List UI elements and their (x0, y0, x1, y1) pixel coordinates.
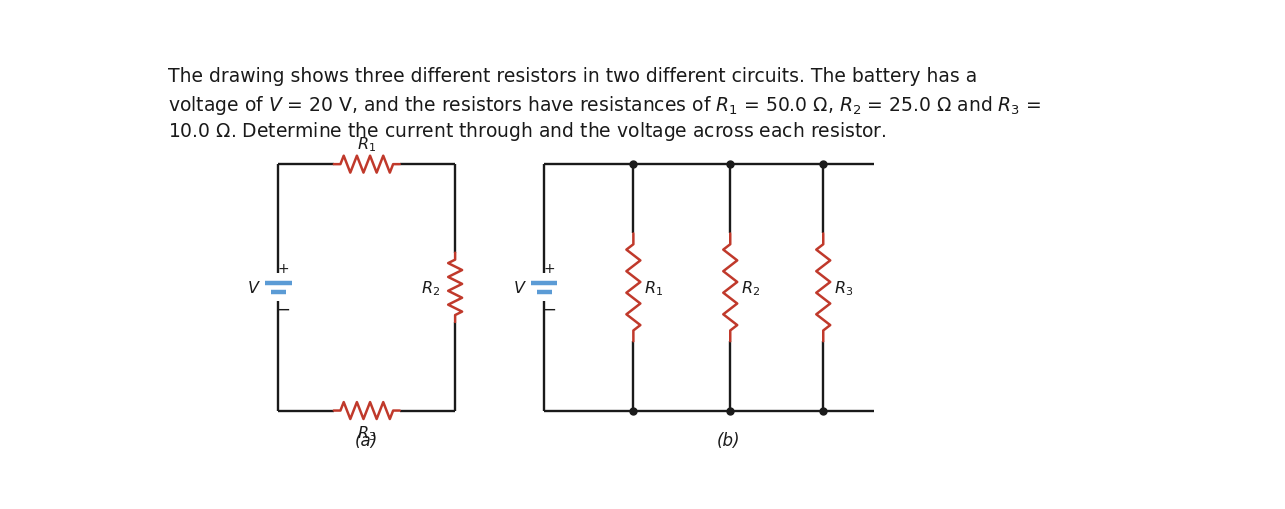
Text: 10.0 $\Omega$. Determine the current through and the voltage across each resisto: 10.0 $\Omega$. Determine the current thr… (168, 120, 887, 143)
Text: −: − (542, 300, 556, 318)
Text: $V$: $V$ (247, 280, 261, 296)
Text: (a): (a) (355, 431, 378, 449)
Text: −: − (276, 300, 290, 318)
Text: $V$: $V$ (513, 280, 527, 296)
Text: $R_1$: $R_1$ (357, 135, 377, 153)
Text: The drawing shows three different resistors in two different circuits. The batte: The drawing shows three different resist… (168, 67, 978, 86)
Text: $R_3$: $R_3$ (834, 278, 853, 297)
Text: +: + (278, 262, 289, 275)
Text: $R_2$: $R_2$ (741, 278, 761, 297)
Text: $R_1$: $R_1$ (644, 278, 663, 297)
Text: $R_3$: $R_3$ (357, 423, 377, 442)
Text: +: + (544, 262, 555, 275)
Text: (b): (b) (717, 431, 740, 449)
Text: voltage of $V$ = 20 V, and the resistors have resistances of $R_1$ = 50.0 $\Omeg: voltage of $V$ = 20 V, and the resistors… (168, 93, 1042, 117)
Text: $R_2$: $R_2$ (420, 278, 439, 297)
